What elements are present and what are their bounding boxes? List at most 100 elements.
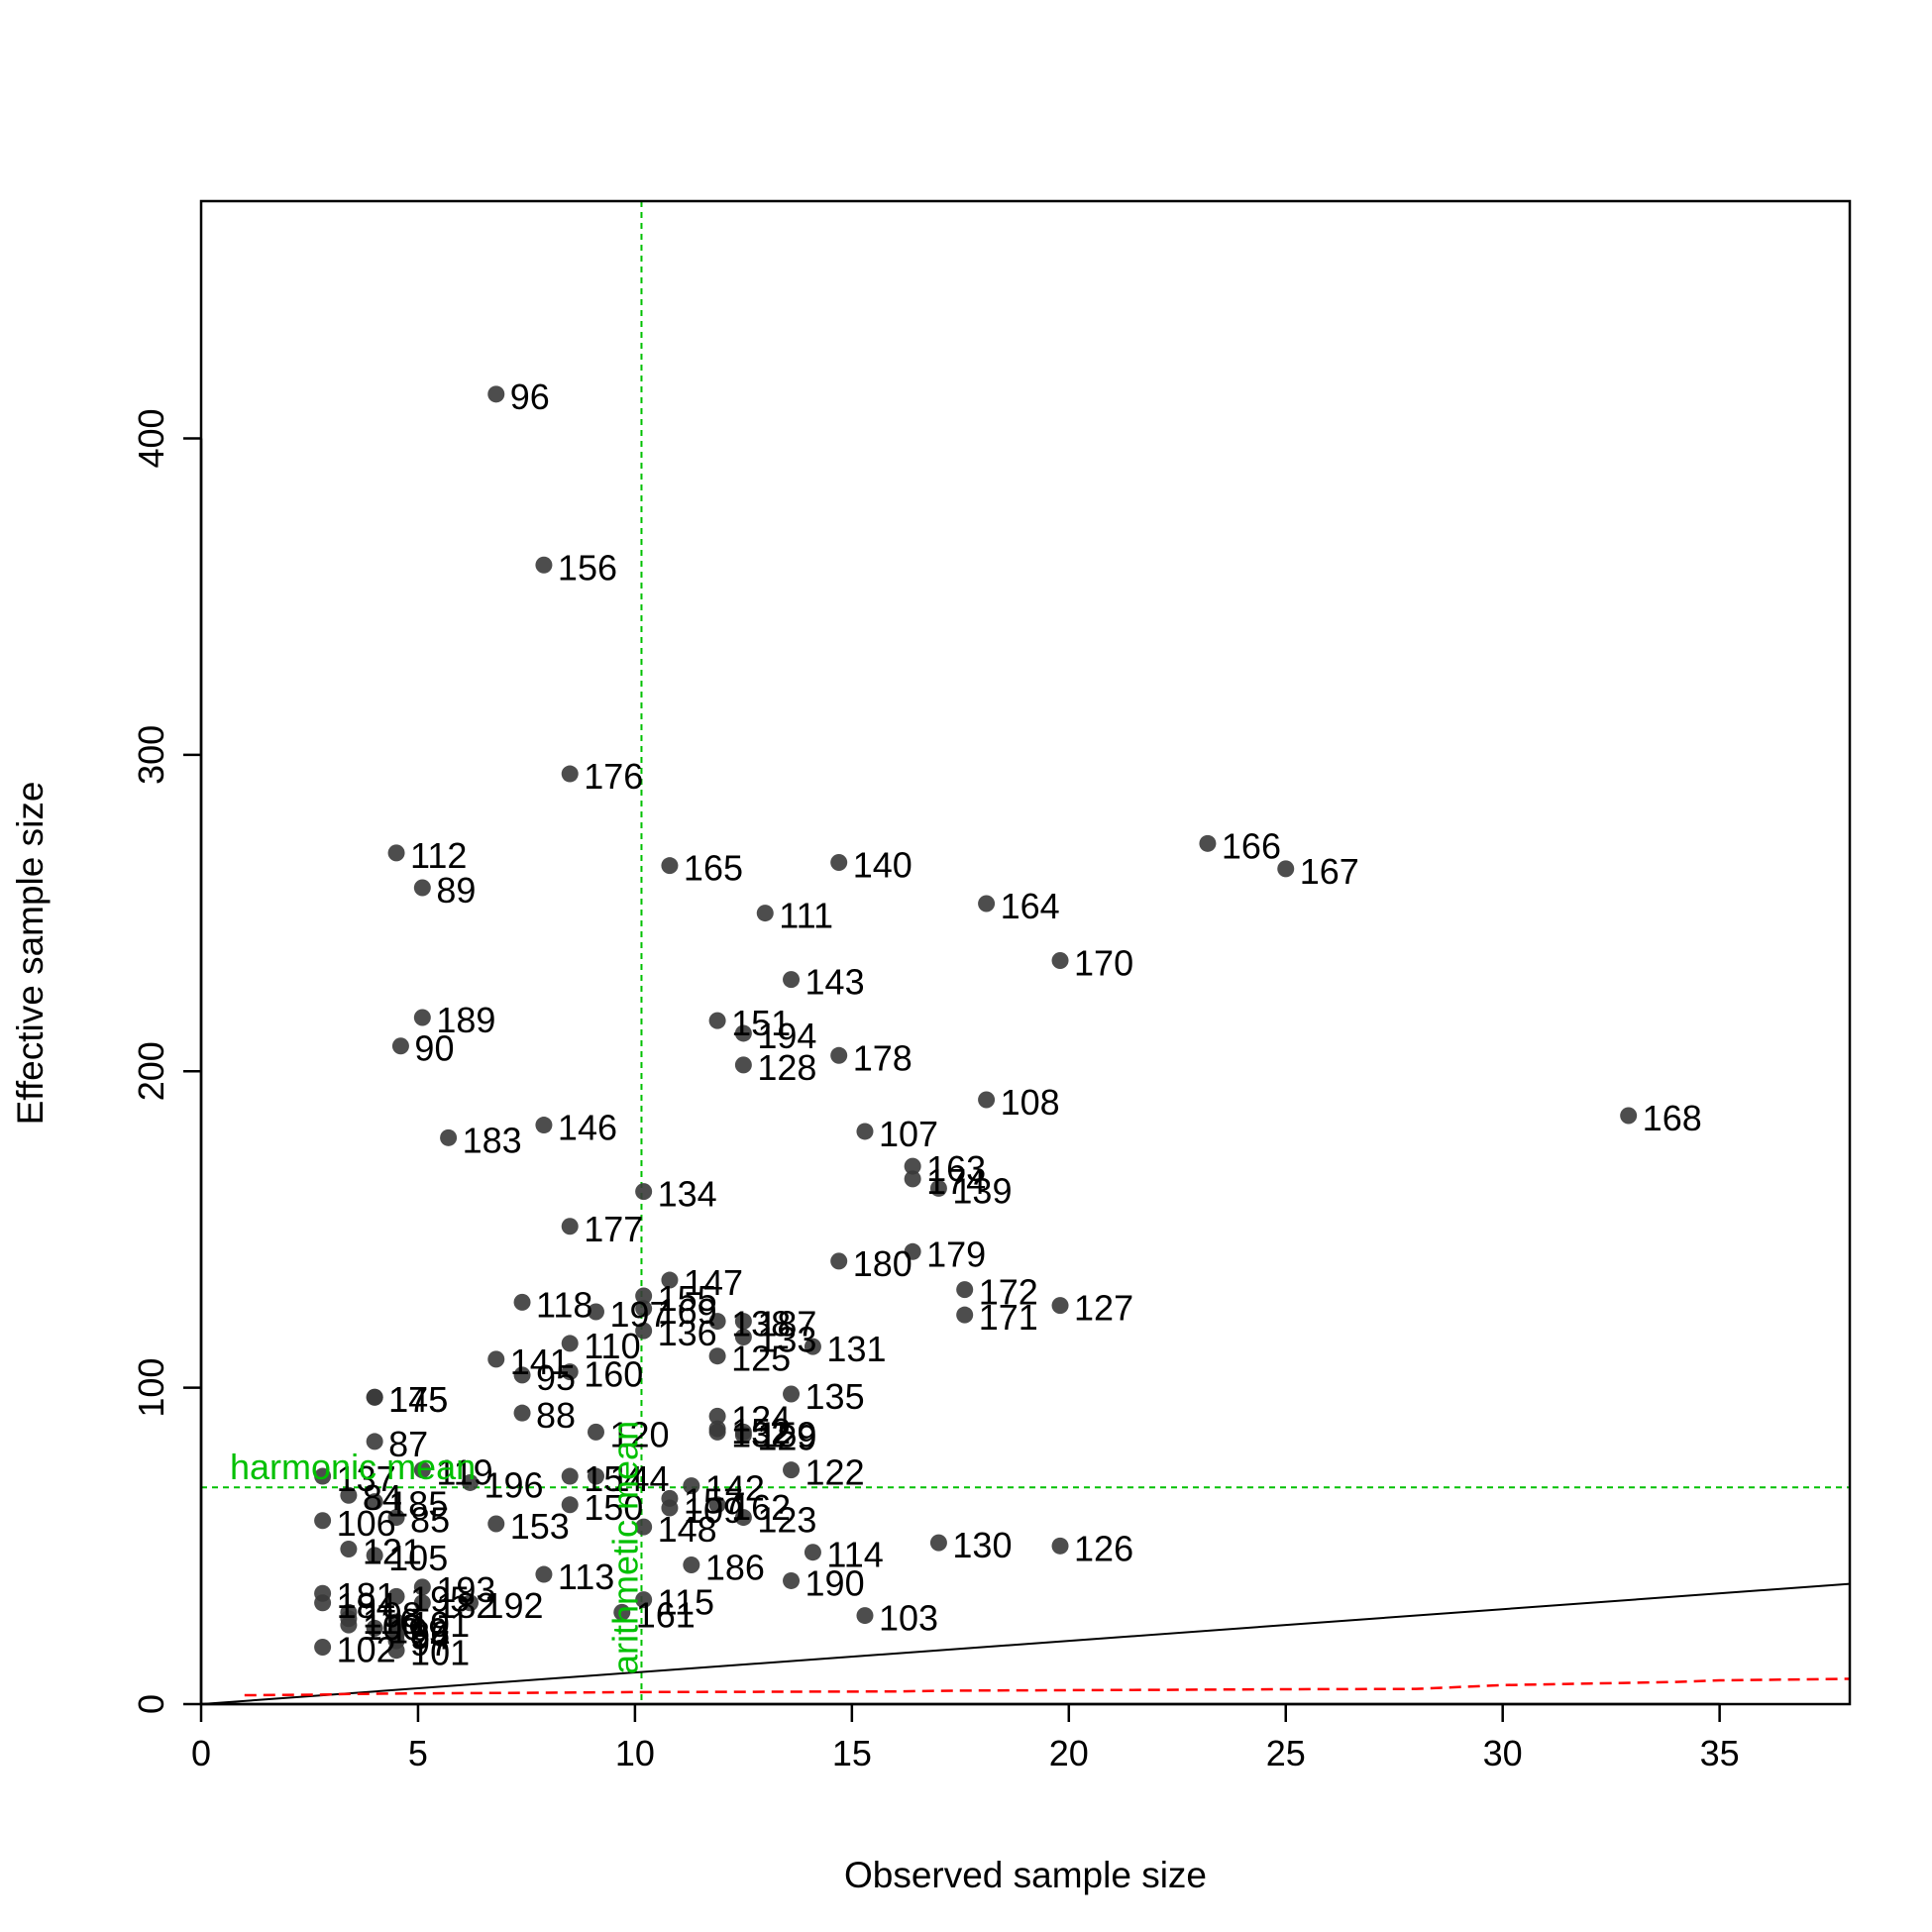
data-point [535, 1117, 553, 1134]
point-label: 124 [731, 1398, 791, 1439]
point-label: 122 [805, 1452, 865, 1493]
point-label: 198 [363, 1594, 422, 1635]
point-label: 123 [757, 1500, 816, 1541]
point-label: 161 [636, 1594, 696, 1635]
data-point [830, 1252, 848, 1270]
data-point [804, 1338, 821, 1355]
point-label: 109 [684, 1490, 743, 1531]
point-label: 170 [1074, 942, 1133, 983]
point-label: 193 [436, 1569, 495, 1610]
data-point [734, 1024, 752, 1042]
data-point [366, 1547, 383, 1564]
point-label: 125 [731, 1339, 791, 1379]
data-point [904, 1170, 921, 1188]
data-point [734, 1427, 752, 1445]
data-point [708, 1423, 726, 1441]
data-point [783, 971, 801, 989]
point-label: 163 [926, 1148, 986, 1189]
data-point [613, 1603, 631, 1621]
data-point [366, 1433, 383, 1450]
data-point [561, 765, 579, 783]
point-label: 166 [1222, 825, 1281, 866]
data-point [1277, 860, 1295, 878]
point-label: 156 [558, 547, 617, 588]
data-point [708, 1012, 726, 1029]
data-point [635, 1300, 653, 1318]
point-label: 89 [436, 870, 476, 911]
point-label: 147 [684, 1262, 743, 1303]
data-point [978, 1091, 996, 1109]
data-point [587, 1423, 604, 1441]
point-label: 165 [684, 848, 743, 889]
point-label: 90 [414, 1028, 454, 1069]
data-point [929, 1179, 947, 1197]
point-label: 196 [483, 1464, 543, 1505]
data-point [635, 1591, 653, 1609]
point-label: 94 [410, 1617, 450, 1658]
x-tick-label: 25 [1266, 1733, 1306, 1773]
lower-bound-curve [244, 1677, 1850, 1697]
point-label: 138 [731, 1304, 791, 1344]
point-label: 186 [705, 1547, 765, 1587]
point-label: 139 [952, 1170, 1012, 1211]
trend-lines [201, 1582, 1850, 1704]
data-point [1051, 951, 1069, 969]
point-label: 151 [731, 1003, 791, 1043]
point-label: 152 [731, 1411, 791, 1451]
data-point [708, 1347, 726, 1365]
point-label: 128 [757, 1047, 816, 1088]
point-label: 110 [584, 1326, 640, 1366]
point-label: 190 [805, 1562, 865, 1603]
point-label: 191 [410, 1604, 470, 1645]
point-label: 153 [510, 1506, 570, 1547]
point-label: 183 [463, 1120, 522, 1160]
point-label: 187 [757, 1304, 816, 1344]
data-point [661, 1499, 679, 1517]
y-tick-label: 400 [131, 408, 171, 468]
point-label: 121 [363, 1532, 422, 1572]
data-point [756, 905, 774, 922]
data-point [513, 1293, 531, 1311]
data-point [366, 1619, 383, 1637]
data-point [830, 1046, 848, 1064]
point-label: 87 [388, 1424, 428, 1464]
data-point [535, 556, 553, 574]
data-point [413, 1578, 431, 1596]
arithmetic-mean-label: arithmetic mean [604, 1421, 645, 1674]
point-label: 103 [879, 1598, 938, 1639]
data-point [1620, 1107, 1638, 1125]
point-label: 108 [1001, 1082, 1060, 1123]
point-label: 112 [410, 835, 467, 876]
data-point [1199, 834, 1217, 852]
x-tick-label: 10 [615, 1733, 655, 1773]
data-point [956, 1306, 974, 1324]
point-label: 129 [757, 1418, 816, 1458]
data-point [314, 1639, 332, 1657]
data-point [904, 1157, 921, 1175]
data-point [661, 1271, 679, 1289]
point-label: 105 [388, 1538, 448, 1578]
point-label: 159 [757, 1414, 816, 1454]
point-label: 126 [1074, 1528, 1133, 1568]
data-point [314, 1467, 332, 1485]
point-label: 192 [483, 1585, 543, 1626]
point-label: 132 [731, 1414, 791, 1454]
point-label: 172 [979, 1272, 1038, 1313]
point-label: 154 [584, 1458, 643, 1499]
data-point [340, 1486, 358, 1504]
reference-labels: harmonic mean arithmetic mean [230, 1421, 645, 1674]
data-point [413, 1594, 431, 1612]
x-tick-label: 30 [1483, 1733, 1523, 1773]
data-point [783, 1461, 801, 1479]
x-axis-label: Observed sample size [844, 1855, 1207, 1895]
point-label: 118 [536, 1284, 592, 1325]
point-label: 85 [410, 1500, 450, 1541]
point-label: 95 [536, 1357, 576, 1398]
point-label: 174 [926, 1161, 986, 1202]
data-point [513, 1366, 531, 1384]
data-point [391, 1037, 409, 1055]
data-point [387, 1509, 405, 1527]
data-point [1051, 1297, 1069, 1315]
data-point [904, 1242, 921, 1260]
data-point [535, 1565, 553, 1583]
